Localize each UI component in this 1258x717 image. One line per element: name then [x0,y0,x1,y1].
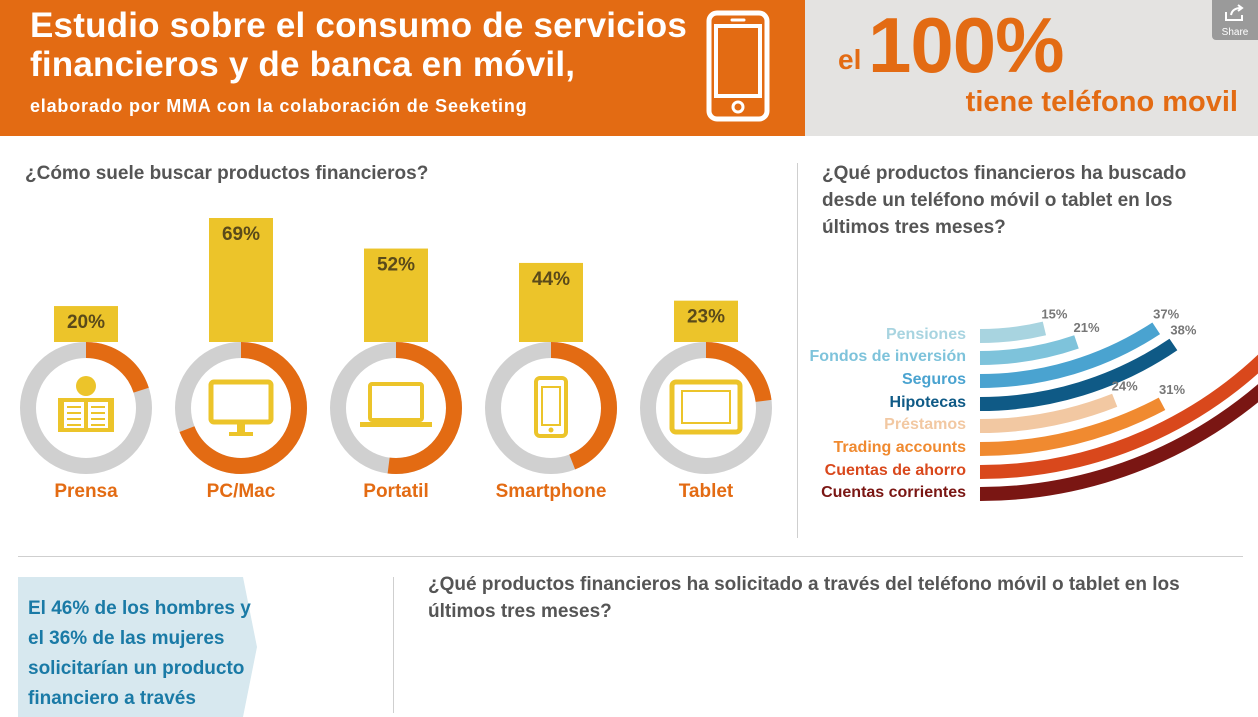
stat-big-percent: 100% [868,1,1064,89]
donut-segment [175,342,307,474]
arc-pensiones [979,321,1047,344]
bar-smartphone [519,262,583,342]
value-label: 20% [67,312,105,333]
callout-box [18,577,243,717]
product-label-cuentas-de-ahorro: Cuentas de ahorro [824,462,966,479]
value-label: 38% [1170,323,1196,338]
category-label-pc-mac: PC/Mac [206,481,276,502]
donut-segment [330,342,462,474]
arc-trading-accounts [979,397,1166,456]
arc-hipotecas [979,338,1178,411]
category-label-portatil: Portatil [363,481,429,502]
section1-question: ¿Cómo suele buscar productos financieros… [25,163,429,184]
share-label: Share [1221,27,1249,38]
vertical-divider [797,163,798,538]
product-label-seguros: Seguros [901,371,966,388]
arc-seguros [979,322,1161,388]
callout-text: El 46% de los hombres y el 36% de las mu… [28,598,251,709]
share-icon [1225,4,1244,21]
share-button[interactable]: Share [1212,0,1258,40]
value-label: 37% [1153,306,1179,321]
title-line-1: Estudio sobre el consumo de servicios [30,6,688,45]
value-label: 52% [377,255,415,276]
arc-cuentas-de-ahorro [979,354,1258,479]
value-label: 23% [687,307,725,328]
donut-segment [20,342,152,474]
bar-pc-mac [209,218,273,342]
title-line-2: financieros y de banca en móvil, [30,45,576,84]
subtitle: elaborado por MMA con la colaboración de… [30,96,528,116]
donut-segment [640,342,772,474]
product-label-cuentas-corrientes: Cuentas corrientes [821,484,966,501]
channel-prensa: 20% [20,306,152,474]
value-label: 24% [1112,378,1138,393]
section3-question: ¿Qué productos financieros ha solicitado… [428,574,1180,622]
product-label-fondos-de-inversion: Fondos de inversión [809,348,966,365]
section2-question: ¿Qué productos financieros ha buscado de… [822,163,1187,238]
donut-segment [485,342,617,474]
channel-tablet: 23% [640,300,772,474]
bar-prensa [54,306,118,342]
header-banner [0,0,805,136]
vertical-divider-bottom [393,577,394,713]
arc-cuentas-corrientes [979,384,1258,501]
product-label-prestamos: Préstamos [884,416,966,433]
searched-products-chart: 15%21%37%38%24%31%56%75% [979,306,1258,501]
category-label-tablet: Tablet [678,481,734,502]
category-label-prensa: Prensa [54,481,118,502]
mobile-phone-icon [706,10,770,122]
stat-caption: tiene teléfono movil [965,86,1238,118]
product-label-hipotecas: Hipotecas [889,394,966,411]
arc-fondos-de-inversion [979,335,1079,365]
channel-portatil: 52% [330,248,462,474]
callout-arrow [243,577,257,717]
product-label-trading-accounts: Trading accounts [833,439,966,456]
search-channel-chart: 20% 69% 52% 44% 23% [20,218,772,474]
stat-prefix: el [838,44,862,75]
value-label: 15% [1041,306,1067,321]
value-label: 21% [1073,320,1099,335]
arc-prestamos [979,393,1118,433]
laptop-icon [360,382,432,427]
tablet-icon [669,379,743,435]
product-label-pensiones: Pensiones [885,326,966,343]
newspaper-reader-icon [58,376,114,432]
value-label: 69% [222,224,260,245]
horizontal-divider [18,556,1243,557]
channel-smartphone: 44% [485,262,617,474]
desktop-monitor-icon [208,379,274,436]
bar-portatil [364,248,428,342]
bar-tablet [674,300,738,342]
smartphone-icon [534,376,568,438]
value-label: 44% [532,269,570,290]
header-stat-panel [805,0,1258,136]
category-label-smartphone: Smartphone [495,481,607,502]
value-label: 31% [1159,382,1185,397]
channel-pc-mac: 69% [175,218,307,474]
